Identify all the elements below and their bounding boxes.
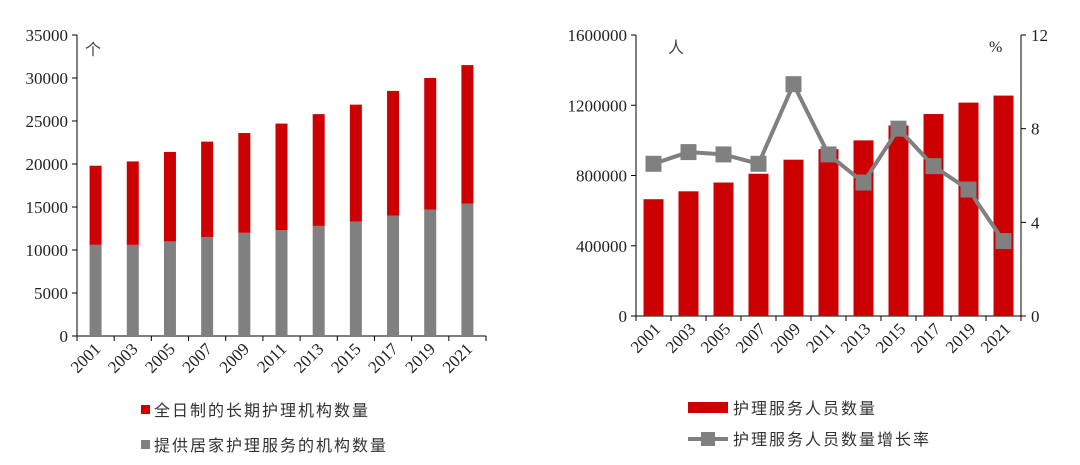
bar-care-workers bbox=[888, 125, 909, 317]
y-right-tick-label: 0 bbox=[1031, 307, 1040, 326]
y-left-tick-label: 1200000 bbox=[568, 96, 628, 115]
x-tick-label: 2015 bbox=[872, 319, 909, 356]
bar-care-workers bbox=[958, 102, 979, 316]
bar-full-time bbox=[275, 123, 288, 231]
growth-rate-marker bbox=[680, 144, 697, 161]
growth-rate-marker bbox=[960, 181, 977, 198]
bar-care-workers bbox=[783, 159, 804, 316]
y-right-tick-label: 8 bbox=[1031, 120, 1040, 139]
x-tick-label: 2013 bbox=[290, 339, 327, 376]
bar-full-time bbox=[387, 90, 400, 216]
bar-full-time bbox=[89, 165, 102, 245]
bar-care-workers bbox=[713, 182, 734, 316]
x-tick-label: 2017 bbox=[364, 339, 402, 377]
bar-home-care bbox=[89, 244, 102, 336]
bar-care-workers bbox=[993, 95, 1014, 316]
bar-home-care bbox=[238, 232, 251, 336]
y-tick-label: 30000 bbox=[26, 69, 69, 88]
growth-rate-marker bbox=[785, 76, 802, 93]
bar-home-care bbox=[387, 215, 400, 336]
bar-care-workers bbox=[643, 199, 664, 316]
bar-home-care bbox=[126, 244, 139, 336]
x-tick-label: 2013 bbox=[837, 319, 874, 356]
growth-rate-marker bbox=[925, 158, 942, 175]
x-tick-label: 2009 bbox=[216, 339, 253, 376]
growth-rate-marker bbox=[995, 233, 1012, 250]
bar-home-care bbox=[461, 203, 474, 336]
growth-rate-marker bbox=[855, 174, 872, 191]
x-tick-label: 2003 bbox=[662, 319, 699, 356]
x-tick-label: 2007 bbox=[732, 319, 770, 357]
x-tick-label: 2005 bbox=[697, 319, 734, 356]
bar-care-workers bbox=[748, 173, 769, 316]
growth-rate-marker bbox=[715, 146, 732, 163]
legend-label: 护理服务人员数量 bbox=[733, 399, 877, 418]
x-tick-label: 2015 bbox=[327, 339, 364, 376]
legend-swatch-gray bbox=[141, 440, 150, 449]
y-tick-label: 5000 bbox=[34, 284, 68, 303]
bar-full-time bbox=[461, 65, 474, 204]
x-tick-label: 2011 bbox=[802, 319, 839, 356]
x-tick-label: 2021 bbox=[439, 339, 476, 376]
bar-care-workers bbox=[678, 191, 699, 316]
bar-full-time bbox=[238, 133, 251, 233]
y-tick-label: 20000 bbox=[26, 155, 69, 174]
y-left-tick-label: 400000 bbox=[576, 237, 627, 256]
y-right-tick-label: 4 bbox=[1031, 213, 1040, 232]
bar-full-time bbox=[163, 151, 176, 242]
bar-full-time bbox=[201, 141, 214, 238]
growth-rate-marker bbox=[645, 155, 662, 172]
x-tick-label: 2019 bbox=[942, 319, 979, 356]
x-tick-label: 2021 bbox=[977, 319, 1014, 356]
unit-label-right: % bbox=[989, 39, 1002, 56]
legend-label: 护理服务人员数量增长率 bbox=[733, 430, 931, 449]
bar-home-care bbox=[424, 209, 437, 336]
legend-swatch-bar bbox=[688, 402, 728, 413]
bar-home-care bbox=[312, 225, 325, 336]
unit-label-left: 人 bbox=[668, 38, 684, 57]
y-left-tick-label: 1600000 bbox=[568, 26, 628, 45]
x-tick-label: 2011 bbox=[253, 339, 290, 376]
bar-home-care bbox=[163, 241, 176, 336]
y-tick-label: 25000 bbox=[26, 112, 69, 131]
growth-rate-marker bbox=[750, 155, 767, 172]
legend-swatch-marker bbox=[701, 432, 715, 446]
y-tick-label: 10000 bbox=[26, 241, 69, 260]
legend-label: 提供居家护理服务的机构数量 bbox=[154, 436, 388, 455]
bar-full-time bbox=[312, 114, 325, 226]
y-tick-label: 0 bbox=[60, 327, 69, 346]
bar-full-time bbox=[424, 78, 437, 210]
legend-swatch-red bbox=[141, 405, 150, 414]
x-tick-label: 2019 bbox=[402, 339, 439, 376]
legend-label: 全日制的长期护理机构数量 bbox=[154, 401, 370, 420]
y-right-tick-label: 12 bbox=[1031, 26, 1048, 45]
x-tick-label: 2009 bbox=[767, 319, 804, 356]
stacked-bar-chart-institutions: 0 5000 10000 15000 20000 25000 30000 35000 个 2001… bbox=[26, 26, 487, 455]
growth-rate-marker bbox=[890, 120, 907, 137]
bar-home-care bbox=[201, 237, 214, 336]
y-left-tick-label: 800000 bbox=[576, 167, 627, 186]
bar-full-time bbox=[349, 104, 362, 222]
y-left-tick-label: 0 bbox=[619, 307, 628, 326]
x-tick-label: 2001 bbox=[627, 319, 664, 356]
x-tick-label: 2007 bbox=[178, 339, 216, 377]
x-tick-label: 2017 bbox=[907, 319, 945, 357]
y-tick-label: 15000 bbox=[26, 198, 69, 217]
unit-label: 个 bbox=[85, 40, 101, 59]
x-tick-label: 2005 bbox=[141, 339, 178, 376]
y-tick-label: 35000 bbox=[26, 26, 69, 45]
x-tick-label: 2001 bbox=[67, 339, 104, 376]
x-tick-label: 2003 bbox=[104, 339, 141, 376]
bar-full-time bbox=[126, 161, 139, 245]
bar-home-care bbox=[275, 230, 288, 336]
bar-care-workers bbox=[853, 140, 874, 316]
bar-home-care bbox=[349, 221, 362, 336]
growth-rate-marker bbox=[820, 146, 837, 163]
bar-care-workers bbox=[923, 114, 944, 316]
bar-care-workers bbox=[818, 149, 839, 316]
